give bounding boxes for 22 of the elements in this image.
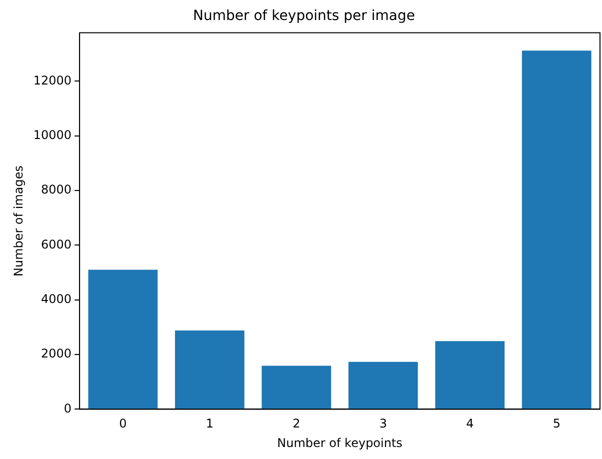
x-tick-label: 2 (292, 416, 300, 431)
x-tick-label: 5 (552, 416, 560, 431)
x-tick-label: 4 (466, 416, 474, 431)
bar (348, 362, 418, 409)
y-tick-label: 6000 (41, 237, 72, 252)
y-tick-label: 8000 (41, 182, 72, 197)
x-tick-label: 3 (379, 416, 387, 431)
bar (88, 270, 158, 409)
y-tick-label: 2000 (41, 346, 72, 361)
y-tick-label: 4000 (41, 292, 72, 306)
y-tick-label: 10000 (33, 128, 72, 142)
bar (262, 366, 332, 409)
x-tick-label: 0 (119, 416, 127, 431)
x-tick-label: 1 (206, 416, 214, 431)
y-tick-label: 0 (64, 401, 72, 416)
bar (174, 330, 244, 409)
chart-title: Number of keypoints per image (193, 8, 415, 24)
y-axis-title: Number of images (11, 165, 26, 277)
bar (435, 341, 505, 409)
bar (522, 50, 592, 409)
x-axis-title: Number of keypoints (277, 436, 402, 450)
y-tick-label: 12000 (33, 73, 72, 88)
